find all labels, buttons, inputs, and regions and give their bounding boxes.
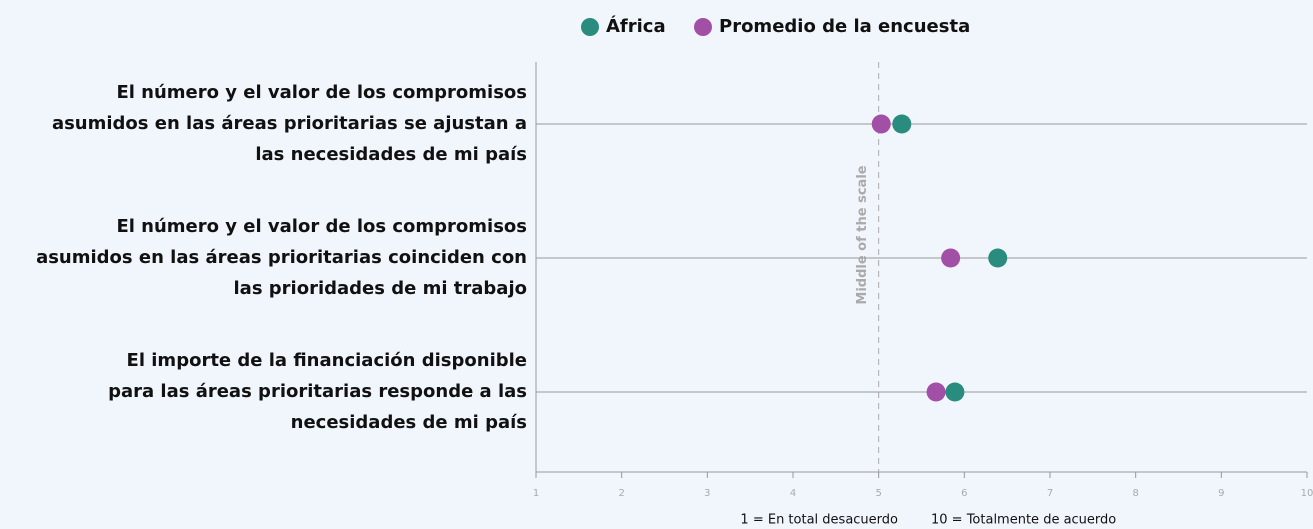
x-tick-label: 9 <box>1218 488 1224 499</box>
x-tick-label: 5 <box>875 488 881 499</box>
category-label: El número y el valor de los compromisos <box>116 216 527 237</box>
legend-marker <box>694 18 712 36</box>
category-label: El número y el valor de los compromisos <box>116 82 527 103</box>
category-label: necesidades de mi país <box>291 412 527 433</box>
x-tick-label: 1 <box>533 488 539 499</box>
dot <box>871 114 891 134</box>
x-tick-label: 4 <box>790 488 796 499</box>
legend-marker <box>581 18 599 36</box>
category-label: las prioridades de mi trabajo <box>234 278 528 299</box>
legend-label: Promedio de la encuesta <box>719 16 970 37</box>
category-label: las necesidades de mi país <box>255 144 527 165</box>
scale-note: 10 = Totalmente de acuerdo <box>931 513 1116 528</box>
x-tick-label: 3 <box>704 488 710 499</box>
category-label: para las áreas prioritarias responde a l… <box>108 381 527 402</box>
legend-label: África <box>606 15 666 37</box>
dot <box>941 248 961 268</box>
x-tick-label: 7 <box>1047 488 1053 499</box>
x-tick-label: 8 <box>1132 488 1138 499</box>
x-tick-label: 2 <box>618 488 624 499</box>
category-label: asumidos en las áreas prioritarias coinc… <box>36 247 527 268</box>
category-label: asumidos en las áreas prioritarias se aj… <box>52 113 527 134</box>
dot <box>988 248 1008 268</box>
scale-note: 1 = En total desacuerdo <box>740 513 898 528</box>
x-tick-label: 6 <box>961 488 967 499</box>
reference-label: Middle of the scale <box>855 165 870 304</box>
x-tick-label: 10 <box>1301 488 1313 499</box>
category-label: El importe de la financiación disponible <box>127 350 527 371</box>
dot <box>926 382 946 402</box>
dot <box>945 382 965 402</box>
dot <box>892 114 912 134</box>
